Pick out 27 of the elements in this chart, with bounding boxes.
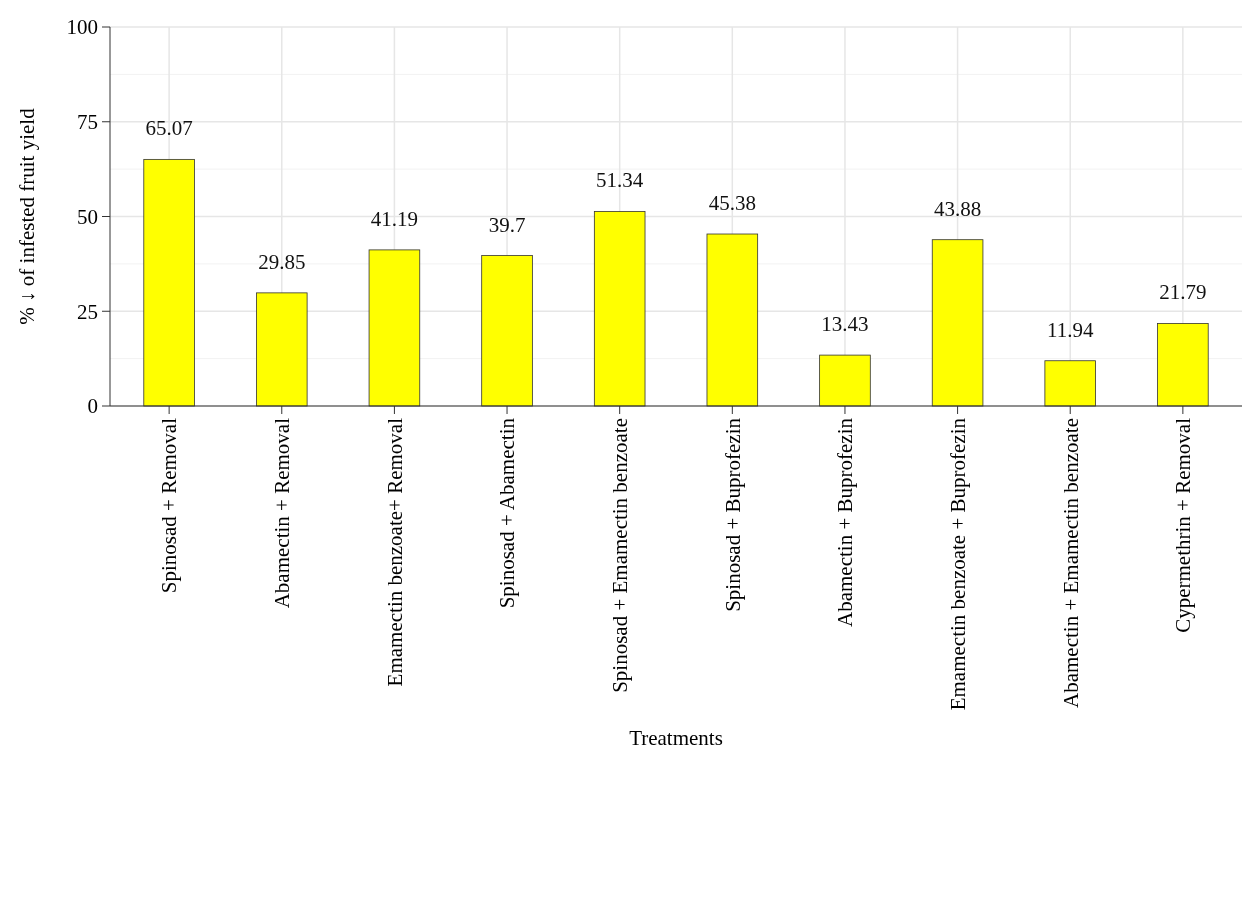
data-label: 29.85 [258, 249, 306, 274]
x-tick-label: Abamectin + Removal [270, 417, 295, 609]
data-label: 13.43 [821, 312, 869, 337]
y-tick-label: 50 [77, 204, 98, 229]
y-tick-label: 100 [66, 15, 98, 40]
x-axis-title: Treatments [629, 726, 723, 750]
x-tick-label: Emamectin benzoate+ Removal [382, 417, 407, 687]
data-label: 39.7 [488, 212, 526, 237]
x-tick-label: Abamectin + Buprofezin [833, 417, 858, 627]
x-tick-label: Spinosad + Emamectin benzoate [608, 418, 633, 693]
data-label: 41.19 [370, 206, 419, 231]
x-tick-label: Cypermethrin + Removal [1171, 417, 1196, 633]
y-tick-label: 0 [87, 394, 98, 419]
x-tick-label: Spinosad + Abamectin [495, 417, 520, 609]
x-tick-label: Spinosad + Buprofezin [720, 417, 745, 612]
y-tick-label: 75 [77, 110, 98, 135]
data-label: 45.38 [708, 191, 756, 216]
data-label: 65.07 [145, 116, 193, 141]
data-label: 11.94 [1046, 317, 1094, 342]
data-label: 21.79 [1159, 280, 1207, 305]
data-label: 43.88 [933, 196, 982, 221]
y-tick-label: 25 [77, 299, 98, 324]
data-label: 51.34 [596, 168, 644, 193]
x-tick-label: Abamectin + Emamectin benzoate [1058, 418, 1083, 708]
y-axis-title: % ↓ of infested fruit yield [15, 107, 39, 325]
x-tick-label: Emamectin benzoate + Buprofezin [945, 417, 970, 711]
x-tick-label: Spinosad + Removal [157, 417, 182, 594]
